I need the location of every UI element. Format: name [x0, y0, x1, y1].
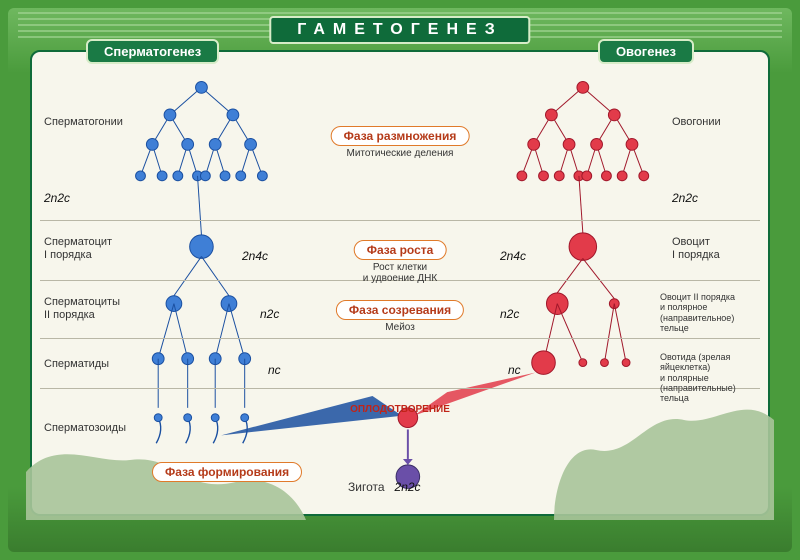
label: Овоцит II порядкаи полярное(направительн…	[660, 292, 735, 333]
label: Овотида (зрелаяяйцеклетка)и полярные(нап…	[660, 352, 736, 404]
label: Сперматозоиды	[44, 422, 126, 435]
divider	[40, 388, 760, 389]
label: 2n4c	[500, 250, 526, 264]
content-panel: Сперматогенез Овогенез Фаза размноженияМ…	[30, 50, 770, 516]
label: Овогонии	[672, 116, 721, 129]
poster-frame: ГАМЕТОГЕНЕЗ Сперматогенез Овогенез Фаза …	[8, 8, 792, 552]
label: 2n2c	[44, 192, 70, 206]
label: nc	[268, 364, 281, 378]
phase-subtitle: Митотические деления	[310, 148, 490, 159]
main-title: ГАМЕТОГЕНЕЗ	[269, 16, 530, 44]
phase-pill-formation: Фаза формирования	[152, 462, 302, 482]
label: n2c	[260, 308, 279, 322]
zygote-label: Зигота 2n2c	[348, 480, 421, 494]
label: n2c	[500, 308, 519, 322]
phase-subtitle: Рост клеткии удвоение ДНК	[310, 262, 490, 284]
phase-pill: Фаза созревания	[336, 300, 464, 320]
label: nc	[508, 364, 521, 378]
label: ОвоцитI порядка	[672, 236, 720, 261]
phase-pill: Фаза роста	[354, 240, 447, 260]
phase-subtitle: Мейоз	[310, 322, 490, 333]
label: 2n2c	[672, 192, 698, 206]
label: СперматоцитI порядка	[44, 236, 112, 261]
fertilization-label: ОПЛОДОТВОРЕНИЕ	[350, 404, 450, 415]
label: СперматоцитыII порядка	[44, 296, 120, 321]
divider	[40, 220, 760, 221]
label: Сперматогонии	[44, 116, 123, 129]
divider	[40, 338, 760, 339]
label: 2n4c	[242, 250, 268, 264]
phase-pill: Фаза размножения	[331, 126, 470, 146]
label: Сперматиды	[44, 358, 109, 371]
